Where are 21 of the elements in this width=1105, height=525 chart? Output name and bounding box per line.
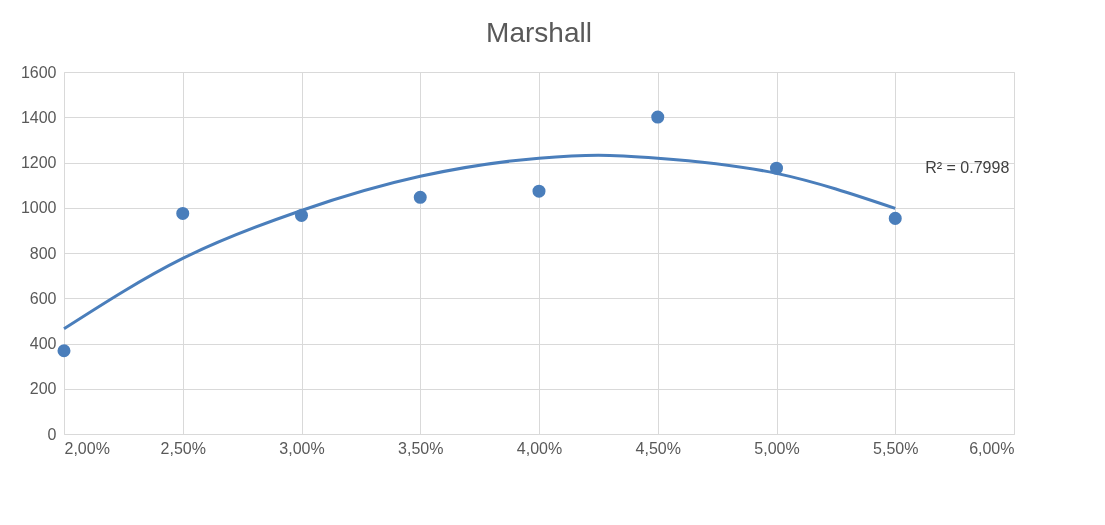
y-tick-label: 800 xyxy=(29,244,57,262)
x-tick-label: 3,00% xyxy=(279,439,325,457)
x-tick-label: 4,00% xyxy=(516,439,563,457)
y-tick-label: 1200 xyxy=(20,154,57,171)
y-tick-label: 1000 xyxy=(20,199,57,217)
x-tick-label: 5,00% xyxy=(754,439,800,457)
y-tick-label: 400 xyxy=(29,335,57,352)
y-tick-label: 1400 xyxy=(20,108,57,126)
x-tick-label: 3,50% xyxy=(398,439,444,457)
y-tick-label: 1600 xyxy=(20,63,57,81)
x-tick-label: 2,50% xyxy=(160,439,206,457)
annotation: R² = 0.7998 xyxy=(925,159,1010,177)
x-tick-label: 6,00% xyxy=(969,439,1015,457)
chart-title: Marshall xyxy=(486,17,592,48)
x-tick-label: 2,00% xyxy=(64,439,110,457)
line-series xyxy=(62,153,897,331)
y-tick-label: 600 xyxy=(29,289,57,307)
y-tick-label: 200 xyxy=(29,380,57,398)
x-tick-label: 4,50% xyxy=(635,439,681,457)
x-tick-label: 5,50% xyxy=(873,439,919,457)
y-tick-label: 0 xyxy=(47,425,57,443)
